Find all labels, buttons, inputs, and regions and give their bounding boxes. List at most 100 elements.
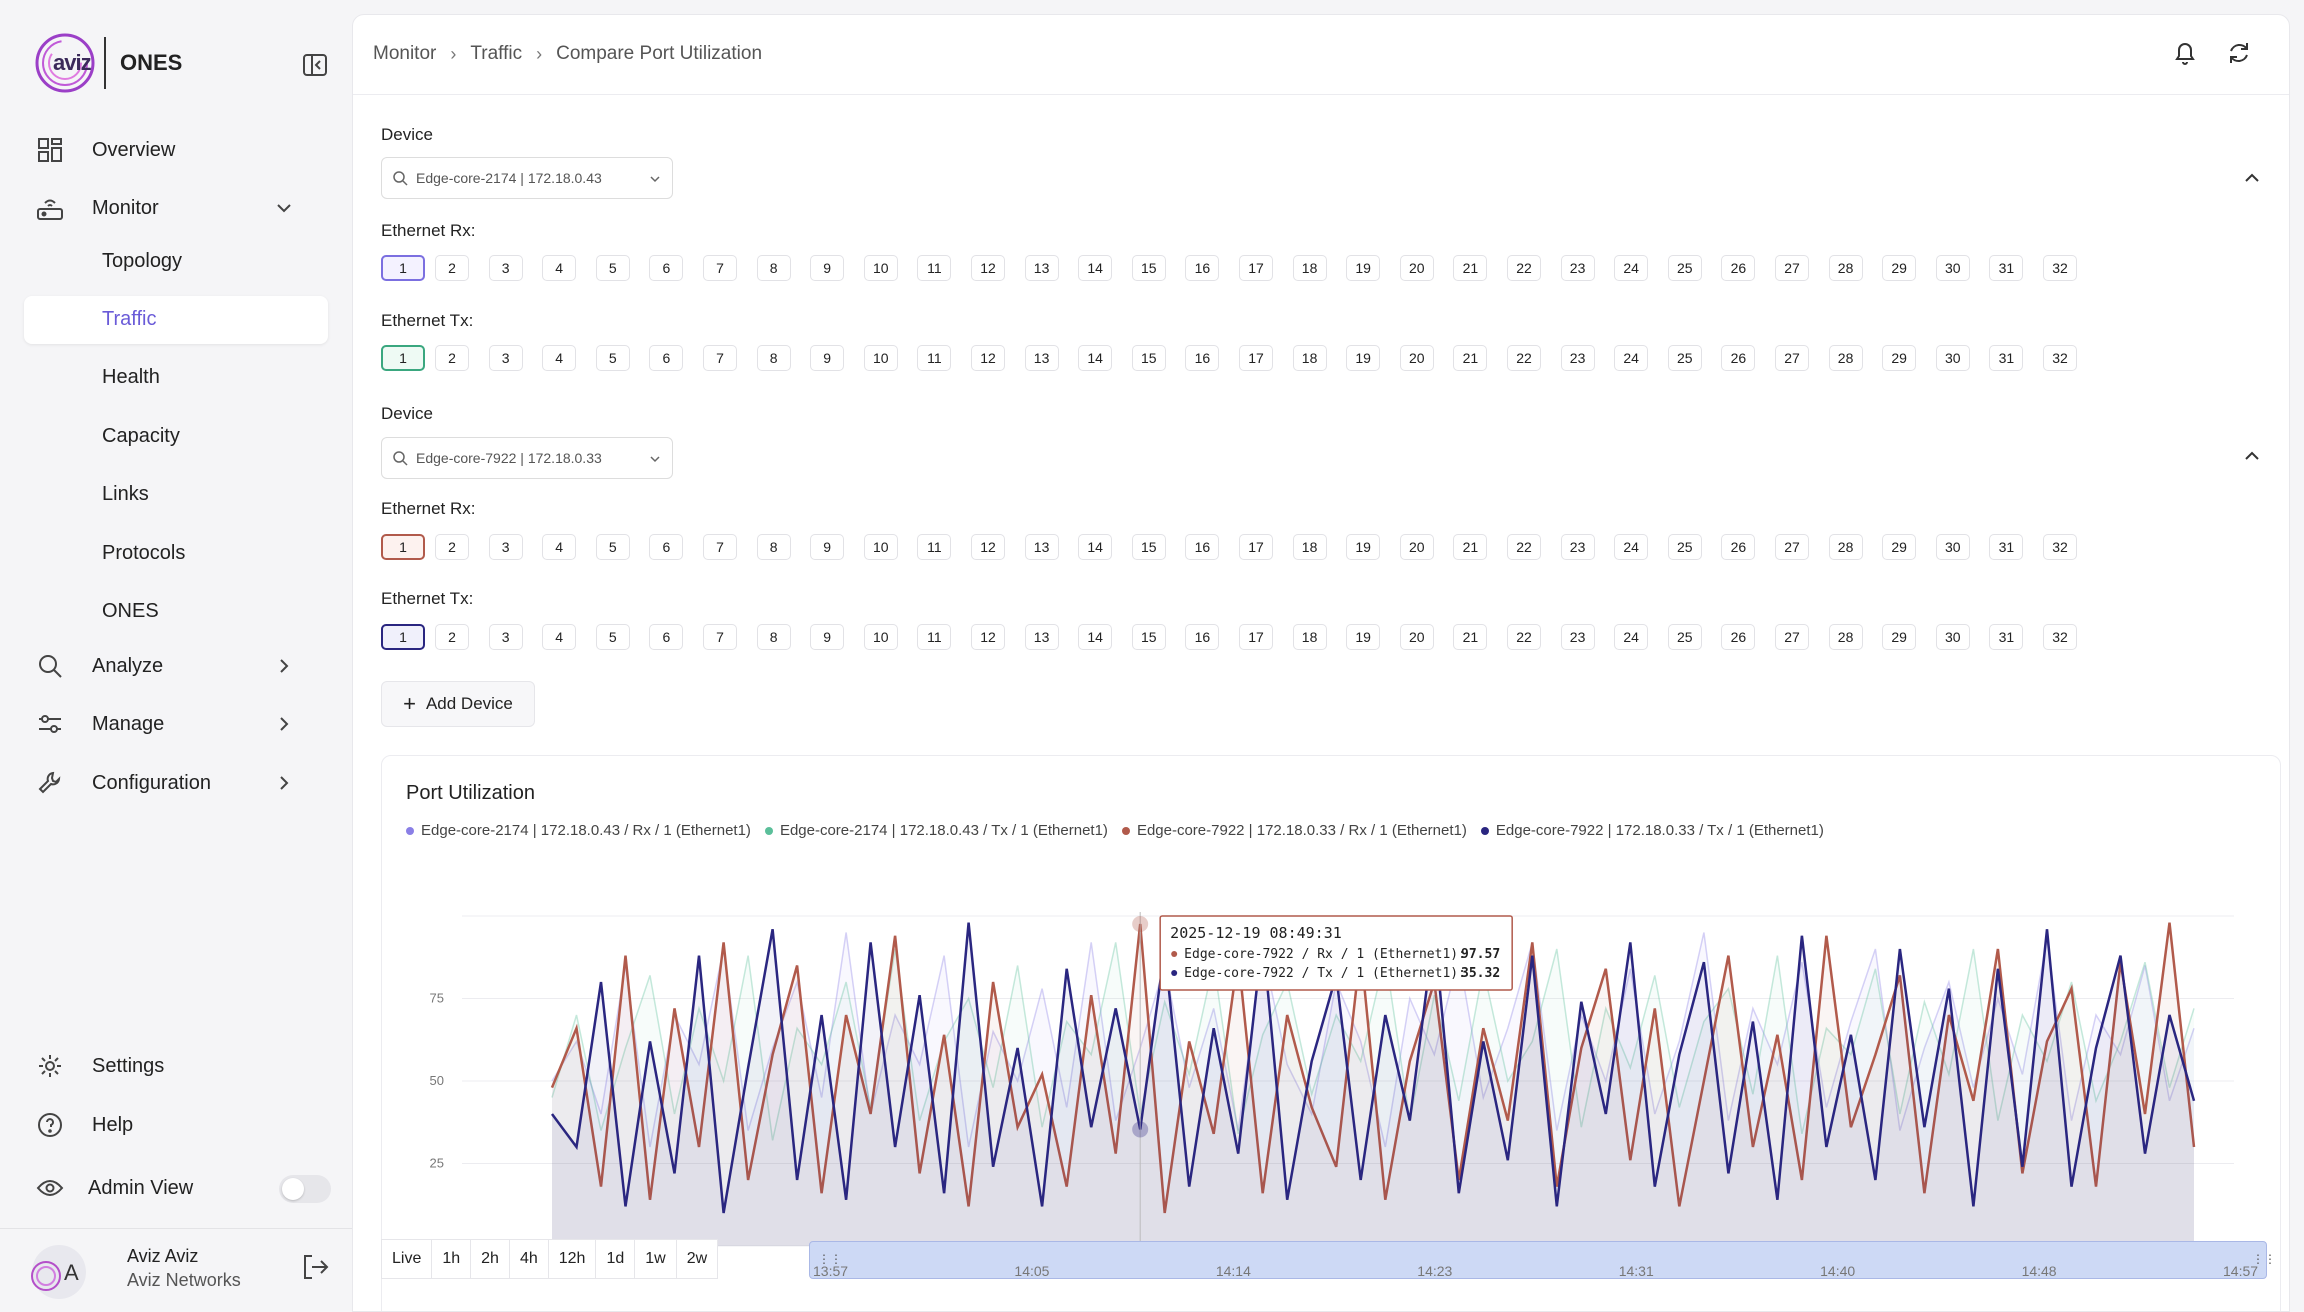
- port-button-14[interactable]: 14: [1078, 624, 1113, 650]
- port-button-29[interactable]: 29: [1882, 255, 1917, 281]
- port-button-2[interactable]: 2: [435, 624, 469, 650]
- port-button-6[interactable]: 6: [649, 255, 684, 281]
- port-button-6[interactable]: 6: [649, 345, 684, 371]
- port-button-22[interactable]: 22: [1507, 345, 1541, 371]
- port-button-17[interactable]: 17: [1239, 345, 1273, 371]
- time-range-live[interactable]: Live: [381, 1239, 433, 1279]
- nav-settings[interactable]: Settings: [34, 1046, 164, 1086]
- port-button-14[interactable]: 14: [1078, 345, 1113, 371]
- port-button-19[interactable]: 19: [1346, 345, 1381, 371]
- bell-icon[interactable]: [2171, 39, 2199, 67]
- slider-handle-right[interactable]: ⋮⋮: [2252, 1252, 2276, 1266]
- port-button-25[interactable]: 25: [1667, 255, 1702, 281]
- port-button-1[interactable]: 1: [381, 255, 425, 281]
- port-button-11[interactable]: 11: [917, 345, 952, 371]
- port-button-7[interactable]: 7: [703, 255, 737, 281]
- port-button-32[interactable]: 32: [2043, 345, 2077, 371]
- port-button-5[interactable]: 5: [595, 534, 630, 560]
- port-button-23[interactable]: 23: [1560, 345, 1595, 371]
- port-button-32[interactable]: 32: [2043, 624, 2077, 650]
- port-button-21[interactable]: 21: [1453, 255, 1488, 281]
- port-button-31[interactable]: 31: [1989, 534, 2024, 560]
- port-button-26[interactable]: 26: [1721, 534, 1756, 560]
- chevron-right-icon[interactable]: [274, 656, 294, 676]
- port-button-25[interactable]: 25: [1667, 534, 1702, 560]
- port-button-13[interactable]: 13: [1024, 255, 1059, 281]
- port-button-8[interactable]: 8: [756, 345, 791, 371]
- port-button-16[interactable]: 16: [1185, 534, 1220, 560]
- chevron-up-icon[interactable]: [2243, 169, 2261, 187]
- port-button-21[interactable]: 21: [1453, 345, 1488, 371]
- port-button-2[interactable]: 2: [435, 255, 469, 281]
- port-button-30[interactable]: 30: [1935, 345, 1970, 371]
- port-button-4[interactable]: 4: [542, 255, 577, 281]
- port-button-14[interactable]: 14: [1078, 534, 1113, 560]
- time-range-2h[interactable]: 2h: [470, 1239, 510, 1279]
- legend-item[interactable]: Edge-core-7922 | 172.18.0.33 / Tx / 1 (E…: [1480, 822, 1824, 839]
- port-utilization-chart[interactable]: 02550752025-12-19 08:49:31Edge-core-7922…: [382, 856, 2262, 1256]
- port-button-15[interactable]: 15: [1131, 534, 1166, 560]
- port-button-11[interactable]: 11: [917, 624, 952, 650]
- port-button-10[interactable]: 10: [863, 255, 898, 281]
- breadcrumb-traffic[interactable]: Traffic: [470, 43, 523, 64]
- port-button-5[interactable]: 5: [595, 255, 630, 281]
- port-button-13[interactable]: 13: [1024, 624, 1059, 650]
- port-button-28[interactable]: 28: [1828, 255, 1863, 281]
- port-button-13[interactable]: 13: [1024, 534, 1059, 560]
- port-button-30[interactable]: 30: [1935, 534, 1970, 560]
- port-button-2[interactable]: 2: [435, 345, 469, 371]
- chevron-up-icon[interactable]: [2243, 447, 2261, 465]
- nav-health[interactable]: Health: [102, 366, 160, 388]
- port-button-20[interactable]: 20: [1399, 345, 1434, 371]
- port-button-8[interactable]: 8: [756, 624, 791, 650]
- port-button-30[interactable]: 30: [1935, 255, 1970, 281]
- port-button-23[interactable]: 23: [1560, 534, 1595, 560]
- port-button-13[interactable]: 13: [1024, 345, 1059, 371]
- port-button-17[interactable]: 17: [1239, 624, 1273, 650]
- port-button-3[interactable]: 3: [488, 345, 523, 371]
- device-select-2[interactable]: Edge-core-7922 | 172.18.0.33: [381, 437, 673, 479]
- port-button-2[interactable]: 2: [435, 534, 469, 560]
- legend-item[interactable]: Edge-core-2174 | 172.18.0.43 / Rx / 1 (E…: [406, 822, 751, 839]
- port-button-28[interactable]: 28: [1828, 345, 1863, 371]
- port-button-28[interactable]: 28: [1828, 534, 1863, 560]
- port-button-9[interactable]: 9: [810, 345, 845, 371]
- port-button-24[interactable]: 24: [1614, 534, 1649, 560]
- port-button-26[interactable]: 26: [1721, 624, 1756, 650]
- port-button-6[interactable]: 6: [649, 624, 684, 650]
- port-button-16[interactable]: 16: [1185, 624, 1220, 650]
- port-button-18[interactable]: 18: [1292, 624, 1327, 650]
- port-button-21[interactable]: 21: [1453, 624, 1488, 650]
- port-button-12[interactable]: 12: [971, 345, 1005, 371]
- port-button-27[interactable]: 27: [1775, 624, 1809, 650]
- port-button-20[interactable]: 20: [1399, 255, 1434, 281]
- port-button-29[interactable]: 29: [1882, 345, 1917, 371]
- port-button-19[interactable]: 19: [1346, 624, 1381, 650]
- port-button-25[interactable]: 25: [1667, 624, 1702, 650]
- logo[interactable]: aviz ONES: [34, 32, 182, 94]
- port-button-11[interactable]: 11: [917, 534, 952, 560]
- port-button-1[interactable]: 1: [381, 345, 425, 371]
- port-button-4[interactable]: 4: [542, 624, 577, 650]
- nav-configuration[interactable]: Configuration: [34, 763, 314, 803]
- time-range-4h[interactable]: 4h: [508, 1239, 549, 1279]
- port-button-9[interactable]: 9: [810, 624, 845, 650]
- nav-help[interactable]: Help: [34, 1105, 133, 1145]
- port-button-15[interactable]: 15: [1131, 345, 1166, 371]
- port-button-19[interactable]: 19: [1346, 255, 1381, 281]
- port-button-18[interactable]: 18: [1292, 345, 1327, 371]
- port-button-12[interactable]: 12: [971, 624, 1005, 650]
- port-button-5[interactable]: 5: [595, 345, 630, 371]
- refresh-icon[interactable]: [2225, 39, 2253, 67]
- port-button-24[interactable]: 24: [1614, 345, 1649, 371]
- nav-ones[interactable]: ONES: [102, 600, 159, 622]
- port-button-31[interactable]: 31: [1989, 345, 2024, 371]
- port-button-9[interactable]: 9: [810, 534, 845, 560]
- nav-links[interactable]: Links: [102, 483, 149, 505]
- port-button-21[interactable]: 21: [1453, 534, 1488, 560]
- add-device-button[interactable]: + Add Device: [381, 681, 535, 727]
- logout-icon[interactable]: [300, 1252, 330, 1282]
- port-button-1[interactable]: 1: [381, 534, 425, 560]
- port-button-25[interactable]: 25: [1667, 345, 1702, 371]
- port-button-27[interactable]: 27: [1775, 345, 1809, 371]
